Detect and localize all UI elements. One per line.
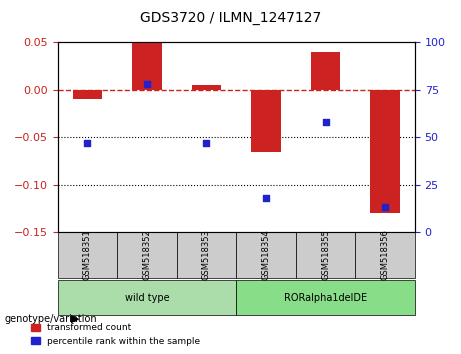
Point [203, 140, 210, 146]
Bar [311, 52, 341, 90]
Bar [251, 90, 281, 152]
FancyBboxPatch shape [236, 232, 296, 278]
Text: RORalpha1delDE: RORalpha1delDE [284, 293, 367, 303]
Bar [132, 42, 162, 90]
FancyBboxPatch shape [58, 280, 236, 315]
FancyBboxPatch shape [296, 232, 355, 278]
FancyBboxPatch shape [58, 232, 117, 278]
Text: GSM518353: GSM518353 [202, 229, 211, 280]
Text: GSM518351: GSM518351 [83, 229, 92, 280]
Text: GSM518355: GSM518355 [321, 229, 330, 280]
Point [262, 195, 270, 201]
Bar [192, 85, 221, 90]
FancyBboxPatch shape [236, 280, 415, 315]
Bar [72, 90, 102, 99]
Point [381, 205, 389, 210]
Legend: transformed count, percentile rank within the sample: transformed count, percentile rank withi… [28, 320, 204, 349]
Text: GSM518354: GSM518354 [261, 229, 271, 280]
Point [84, 140, 91, 146]
Text: ▶: ▶ [71, 314, 80, 324]
Bar [370, 90, 400, 213]
Text: genotype/variation: genotype/variation [5, 314, 97, 324]
FancyBboxPatch shape [177, 232, 236, 278]
Text: GSM518356: GSM518356 [381, 229, 390, 280]
FancyBboxPatch shape [117, 232, 177, 278]
Point [322, 119, 329, 125]
Text: GSM518352: GSM518352 [142, 229, 152, 280]
Text: wild type: wild type [124, 293, 169, 303]
Text: GDS3720 / ILMN_1247127: GDS3720 / ILMN_1247127 [140, 11, 321, 25]
FancyBboxPatch shape [355, 232, 415, 278]
Point [143, 81, 151, 87]
